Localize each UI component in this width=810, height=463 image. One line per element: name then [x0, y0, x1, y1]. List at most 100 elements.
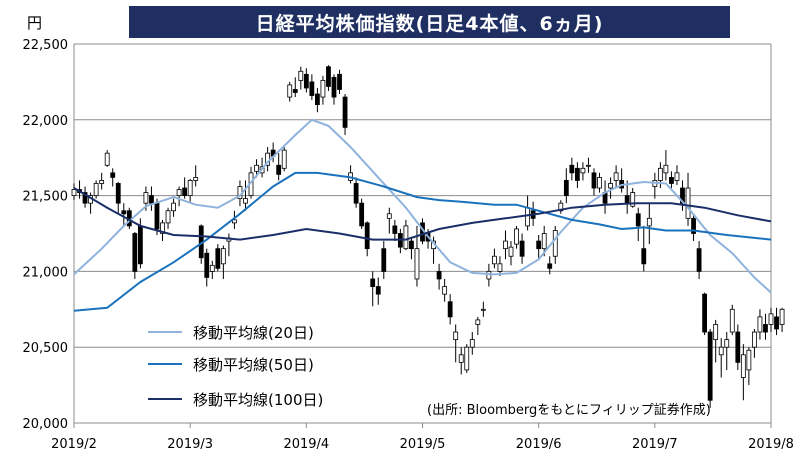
- candle-body: [314, 93, 320, 106]
- candle-body: [154, 202, 160, 230]
- candle: [768, 307, 774, 333]
- candle-body: [519, 240, 525, 257]
- candle-body: [774, 316, 779, 330]
- y-tick-label: 22,500: [23, 38, 69, 53]
- candle: [215, 244, 221, 272]
- candle: [353, 177, 359, 208]
- candle: [121, 203, 127, 226]
- candle-body: [469, 339, 475, 348]
- candle-body: [752, 331, 757, 348]
- candle: [386, 207, 392, 234]
- candle-body: [591, 172, 597, 189]
- candle: [724, 332, 730, 370]
- candle: [591, 168, 597, 196]
- chart-title: 日経平均株価指数(日足4本値、6ヵ月): [129, 6, 730, 38]
- candle: [497, 256, 503, 276]
- candle-body: [442, 286, 448, 295]
- candle: [99, 172, 105, 190]
- candle: [93, 180, 99, 199]
- candle: [370, 271, 376, 307]
- candle-body: [768, 313, 774, 325]
- candle: [337, 69, 342, 95]
- candle-body: [115, 183, 121, 204]
- legend-item: 移動平均線(100日): [148, 391, 323, 409]
- candle: [149, 186, 154, 211]
- candle: [707, 329, 713, 408]
- candle: [580, 162, 586, 181]
- candle: [292, 77, 298, 98]
- candle: [713, 319, 719, 363]
- candle: [652, 172, 658, 199]
- candle-body: [608, 183, 613, 189]
- candle: [608, 177, 613, 199]
- candle-body: [121, 210, 127, 215]
- candle: [220, 245, 226, 279]
- candle-body: [232, 219, 237, 224]
- candle-body: [563, 180, 569, 197]
- y-tick-label: 21,000: [23, 265, 69, 280]
- y-tick-label: 21,500: [23, 190, 69, 205]
- candle: [342, 94, 348, 135]
- candle-body: [569, 164, 575, 174]
- candle-body: [574, 167, 580, 181]
- candle: [718, 338, 724, 378]
- candle-body: [763, 324, 768, 333]
- candle: [392, 219, 398, 242]
- candle-body: [364, 222, 370, 250]
- candle-body: [779, 308, 785, 325]
- candle-body: [669, 177, 674, 184]
- candle: [641, 225, 647, 272]
- candle-body: [209, 264, 215, 272]
- candle: [508, 241, 514, 266]
- candle-body: [691, 217, 696, 234]
- candle-body: [630, 192, 636, 207]
- candle-body: [735, 331, 741, 363]
- candle-body: [143, 192, 149, 204]
- candle: [320, 75, 326, 105]
- moving-average-layer: [73, 118, 772, 312]
- candle: [209, 260, 215, 279]
- candle-body: [110, 172, 116, 178]
- candle: [314, 87, 320, 113]
- candle: [232, 210, 237, 229]
- x-tick-label: 2019/5: [400, 437, 446, 452]
- candle: [514, 225, 519, 249]
- candle-body: [220, 248, 226, 265]
- candle: [182, 177, 188, 199]
- candle: [326, 65, 331, 91]
- candle: [204, 248, 210, 287]
- candle: [309, 74, 315, 101]
- candle: [298, 66, 304, 90]
- candle-body: [547, 263, 553, 269]
- candle-body: [624, 195, 630, 204]
- candle-body: [281, 149, 287, 169]
- candle: [265, 147, 271, 172]
- x-tick-label: 2019/8: [748, 437, 794, 452]
- candle-body: [453, 331, 459, 341]
- candle: [547, 256, 553, 275]
- candle: [646, 203, 652, 245]
- candle-body: [707, 331, 713, 401]
- candle: [519, 233, 525, 264]
- candle: [132, 231, 138, 279]
- y-tick-label: 22,000: [23, 114, 69, 129]
- candle-body: [93, 183, 99, 197]
- candle: [165, 207, 171, 229]
- candle: [359, 198, 365, 229]
- candle-body: [104, 152, 110, 166]
- candle-body: [486, 270, 492, 280]
- candle-body: [580, 167, 586, 174]
- candle: [226, 233, 232, 257]
- candle: [104, 150, 110, 167]
- candle-body: [71, 189, 77, 196]
- candle-body: [386, 213, 392, 219]
- candle: [276, 153, 282, 181]
- candle: [763, 313, 768, 340]
- candle-body: [82, 192, 88, 204]
- candle-body: [674, 172, 680, 181]
- candle-body: [292, 89, 298, 93]
- x-tick-label: 2019/3: [167, 437, 213, 452]
- candle: [757, 309, 763, 340]
- candle: [569, 157, 575, 181]
- candle-body: [276, 164, 282, 175]
